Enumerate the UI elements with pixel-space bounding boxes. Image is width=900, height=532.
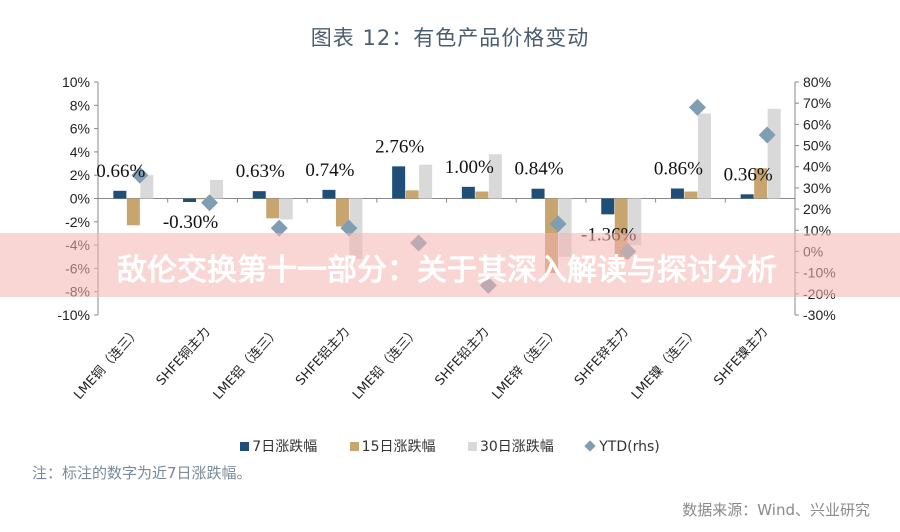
data-label: 0.86% <box>654 158 703 179</box>
legend-label: 30日涨跌幅 <box>479 439 554 455</box>
bar-7d <box>322 189 336 199</box>
legend-diamond-icon <box>584 440 596 452</box>
bar-15d <box>684 191 698 199</box>
bar-30d <box>210 179 224 199</box>
bar-15d <box>405 190 419 199</box>
bar-15d <box>266 198 280 219</box>
bar-15d <box>754 168 768 199</box>
category-label: LME铅（连三） <box>349 324 422 403</box>
legend-swatch <box>467 442 477 451</box>
bar-7d <box>531 188 545 199</box>
bar-30d <box>279 198 293 220</box>
category-label: LME锌（连三） <box>489 324 562 403</box>
chart-title: 图表 12：有色产品价格变动 <box>310 26 590 50</box>
bar-7d <box>740 194 754 199</box>
bar-30d <box>419 164 433 199</box>
overlay-banner <box>0 233 900 297</box>
ytd-point <box>131 166 149 184</box>
left-tick-label: 2% <box>70 167 90 183</box>
legend-swatch <box>349 442 359 451</box>
legend-swatch <box>240 442 250 451</box>
data-label: 1.00% <box>445 157 494 178</box>
bar-15d <box>126 198 140 226</box>
bar-7d <box>601 198 615 215</box>
left-tick-label: -10% <box>57 307 90 323</box>
bar-7d <box>252 191 266 199</box>
category-label: LME铝（连三） <box>210 324 283 403</box>
left-tick-label: 8% <box>70 97 90 113</box>
ytd-point <box>270 219 288 237</box>
data-source: 数据来源：Wind、兴业研究 <box>682 501 870 519</box>
data-label: -0.30% <box>163 212 219 233</box>
left-tick-label: -2% <box>65 214 90 230</box>
category-label: LME镍（连三） <box>628 324 701 403</box>
category-label: LME铜（连三） <box>71 324 144 403</box>
right-tick-label: 70% <box>803 95 831 111</box>
ytd-point <box>340 219 358 237</box>
left-tick-label: 6% <box>70 121 90 137</box>
right-tick-label: 50% <box>803 138 831 154</box>
data-label: 0.66% <box>96 161 145 182</box>
data-label: 0.74% <box>305 160 354 181</box>
bar-7d <box>183 198 197 202</box>
legend-item-30d: 30日涨跌幅 <box>467 439 554 455</box>
legend-item-15d: 15日涨跌幅 <box>349 439 436 455</box>
right-tick-label: 40% <box>803 159 831 175</box>
bar-30d <box>488 154 502 199</box>
data-label: 2.76% <box>375 136 424 157</box>
chart-note: 注：标注的数字为近7日涨跌幅。 <box>32 464 252 482</box>
bar-7d <box>461 186 475 199</box>
ytd-point <box>201 194 219 212</box>
ytd-point <box>549 215 567 233</box>
bar-15d <box>475 191 489 199</box>
legend-label: 15日涨跌幅 <box>361 439 436 455</box>
bar-30d <box>697 113 711 199</box>
bar-15d <box>335 198 349 227</box>
left-tick-label: 0% <box>70 191 90 207</box>
bar-15d <box>196 198 210 200</box>
overlay-banner-text: 敌伦交换第十一部分：关于其深入解读与探讨分析 <box>117 253 777 288</box>
legend-item-ytd: YTD(rhs) <box>584 439 660 455</box>
data-label: 0.63% <box>236 161 285 182</box>
legend: 7日涨跌幅 15日涨跌幅 30日涨跌幅 YTD(rhs) <box>0 436 900 456</box>
bar-7d <box>392 166 406 199</box>
left-tick-label: 10% <box>62 74 90 90</box>
left-tick-label: 4% <box>70 144 90 160</box>
legend-item-7d: 7日涨跌幅 <box>240 439 317 455</box>
right-tick-label: 60% <box>803 116 831 132</box>
legend-label: 7日涨跌幅 <box>252 439 318 455</box>
right-tick-label: 30% <box>803 180 831 196</box>
right-tick-label: 80% <box>803 74 831 90</box>
bar-30d <box>140 175 154 199</box>
legend-label: YTD(rhs) <box>599 439 660 455</box>
right-tick-label: 20% <box>803 201 831 217</box>
right-tick-label: -30% <box>803 307 836 323</box>
category-label: SHFE铜主力 <box>154 325 214 389</box>
data-label: 0.36% <box>724 164 773 185</box>
bar-7d <box>113 190 127 199</box>
category-label: SHFE镍主力 <box>711 325 771 389</box>
category-label: SHFE锌主力 <box>572 325 632 389</box>
ytd-point <box>688 98 706 116</box>
ytd-point <box>758 126 776 144</box>
category-label: SHFE铝主力 <box>293 325 353 389</box>
data-label: 0.84% <box>515 159 564 180</box>
bar-7d <box>670 188 684 199</box>
category-label: SHFE铅主力 <box>433 325 493 389</box>
